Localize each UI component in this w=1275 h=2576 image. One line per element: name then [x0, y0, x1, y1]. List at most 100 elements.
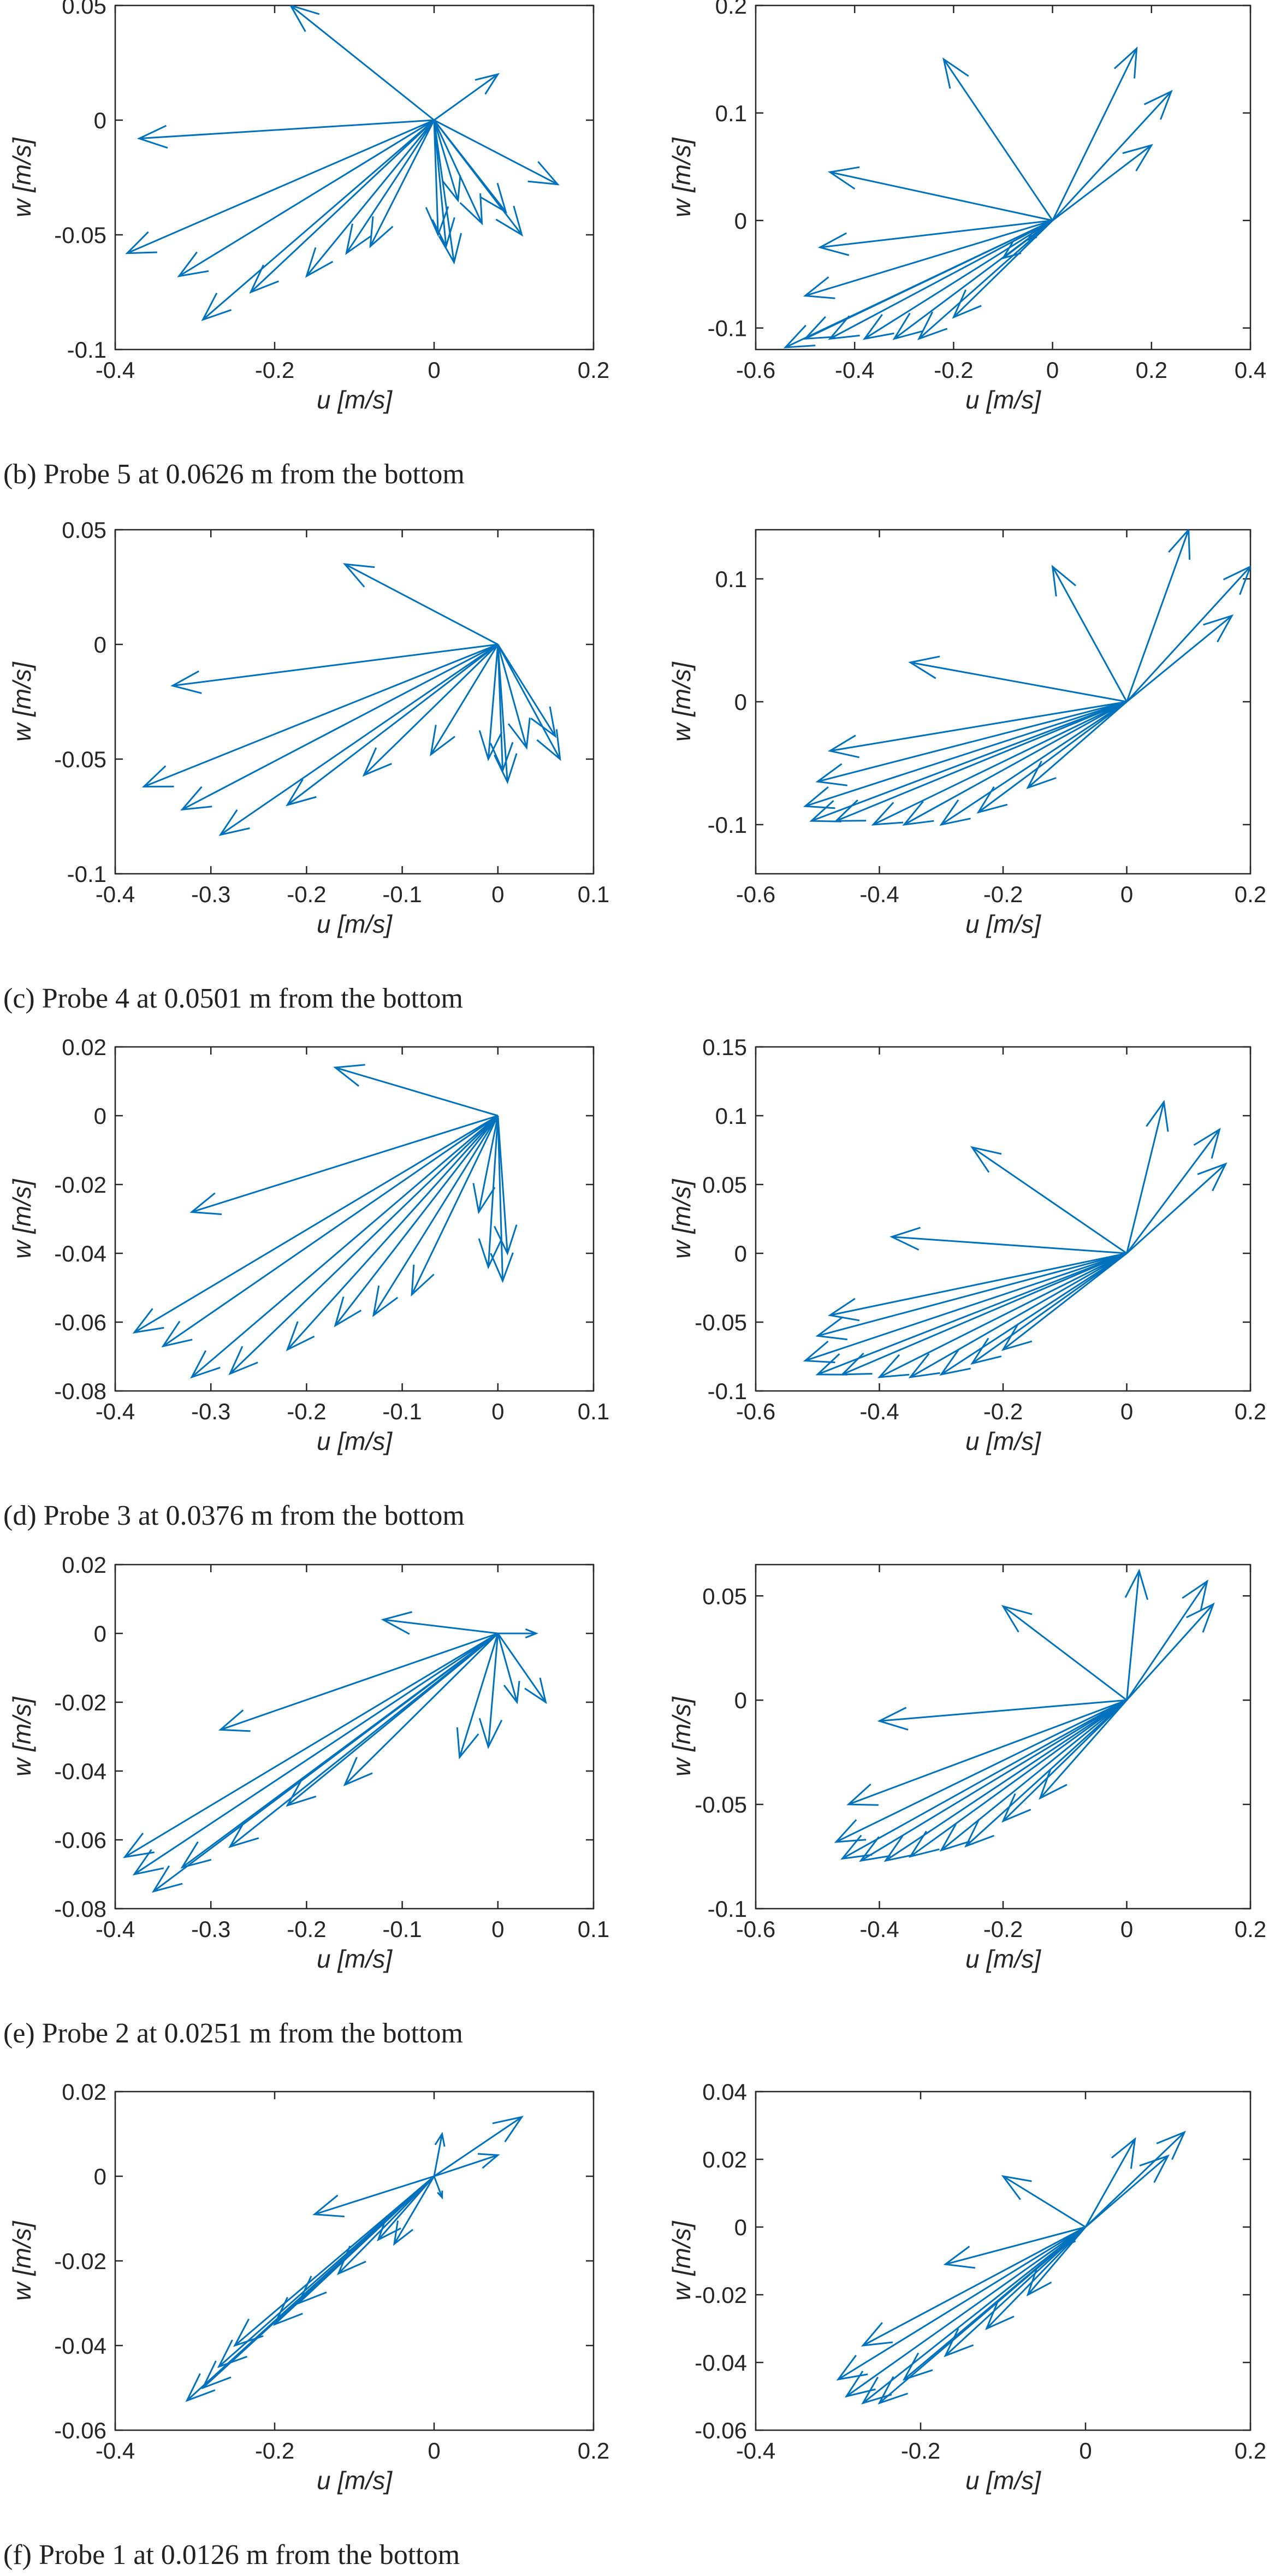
- velocity-arrow: [189, 1115, 499, 1216]
- quiver-arrows: [185, 2116, 524, 2402]
- x-tick-label: 0.2: [1235, 2438, 1266, 2464]
- y-tick-label: 0.05: [62, 517, 106, 543]
- velocity-arrow: [902, 2226, 1086, 2381]
- y-axis-label: w [m/s]: [8, 1696, 36, 1776]
- velocity-arrow: [1001, 2175, 1086, 2228]
- velocity-arrow: [497, 1628, 538, 1639]
- x-tick-label: 0: [428, 2438, 440, 2464]
- y-tick-label: 0.1: [715, 566, 747, 592]
- axes-box: [755, 1564, 1252, 1910]
- quiver-arrows: [834, 1568, 1215, 1862]
- quiver-arrows: [803, 530, 1250, 826]
- velocity-arrow: [827, 701, 1127, 759]
- x-axis-label: u [m/s]: [965, 386, 1041, 414]
- velocity-arrow: [1085, 2154, 1170, 2228]
- velocity-arrow: [497, 1633, 520, 1704]
- velocity-arrow: [377, 2176, 435, 2242]
- velocity-arrow: [433, 120, 483, 226]
- y-axis-label: w [m/s]: [8, 2220, 36, 2301]
- velocity-arrow: [217, 2175, 435, 2368]
- velocity-arrow: [815, 701, 1127, 786]
- velocity-arrow: [286, 1632, 499, 1807]
- x-tick-label: 0.2: [1235, 881, 1266, 907]
- x-tick-label: -0.3: [191, 1399, 230, 1424]
- y-tick-label: 0: [734, 689, 747, 715]
- velocity-arrow: [943, 2226, 1086, 2269]
- y-tick-label: 0.05: [702, 1172, 747, 1198]
- velocity-arrow: [430, 644, 499, 757]
- velocity-arrow: [201, 119, 435, 322]
- x-axis-label: u [m/s]: [317, 1945, 393, 1973]
- x-tick-label: 0: [1120, 1399, 1133, 1424]
- x-axis-label: u [m/s]: [965, 910, 1041, 938]
- velocity-arrow: [305, 120, 435, 278]
- y-tick-label: -0.08: [54, 1378, 106, 1404]
- y-tick-label: -0.02: [54, 2248, 106, 2274]
- velocity-arrow: [132, 1115, 499, 1334]
- velocity-arrow: [161, 1115, 499, 1348]
- x-tick-label: -0.4: [835, 357, 874, 383]
- velocity-arrow: [343, 1632, 499, 1787]
- x-tick-label: 0.4: [1235, 357, 1266, 383]
- velocity-arrow: [434, 2116, 524, 2177]
- velocity-arrow: [177, 119, 435, 277]
- x-tick-label: -0.2: [255, 2438, 294, 2464]
- x-tick-label: -0.2: [287, 1916, 326, 1942]
- y-tick-label: -0.04: [54, 2333, 106, 2359]
- velocity-arrow: [1067, 2226, 1087, 2246]
- y-tick-label: -0.05: [54, 747, 106, 772]
- y-axis-label: w [m/s]: [667, 1179, 696, 1259]
- axes-box: [114, 4, 595, 351]
- velocity-arrow: [1001, 1252, 1128, 1351]
- velocity-arrow: [803, 1252, 1127, 1364]
- y-tick-label: 0: [734, 1241, 747, 1266]
- x-tick-label: 0: [1120, 1916, 1133, 1942]
- velocity-arrow: [861, 2226, 1086, 2347]
- velocity-arrow: [312, 2175, 435, 2218]
- x-axis-label: u [m/s]: [965, 1427, 1041, 1455]
- velocity-arrow: [381, 1611, 498, 1635]
- y-axis-label: w [m/s]: [8, 1179, 36, 1259]
- y-tick-label: -0.04: [695, 2350, 747, 2376]
- x-axis-label: u [m/s]: [317, 910, 393, 938]
- velocity-arrow: [425, 120, 449, 238]
- velocity-arrow: [908, 655, 1127, 703]
- x-tick-label: -0.4: [96, 357, 135, 383]
- x-tick-label: -0.2: [934, 357, 973, 383]
- velocity-arrow: [296, 2175, 435, 2305]
- velocity-arrow: [1126, 1602, 1215, 1701]
- quiver-arrows: [125, 5, 560, 322]
- velocity-arrow: [917, 220, 1053, 340]
- x-tick-label: -0.2: [287, 881, 326, 907]
- y-axis-label: w [m/s]: [667, 1696, 696, 1776]
- velocity-arrow: [478, 644, 503, 762]
- velocity-arrow: [1126, 614, 1234, 703]
- velocity-arrow: [817, 220, 1053, 256]
- x-tick-label: 0: [1079, 2438, 1092, 2464]
- velocity-arrow: [844, 2226, 1086, 2398]
- y-tick-label: -0.1: [708, 1896, 747, 1922]
- y-tick-label: -0.04: [54, 1758, 106, 1784]
- velocity-arrow: [472, 1115, 499, 1215]
- chart-panel: -0.6 -0.4 -0.2 0 0.2 0.4 -0.1 0 0.1 0.2 u [m/s] w […: [667, 0, 1266, 414]
- velocity-arrow: [1039, 1699, 1128, 1800]
- chart-panel: -0.4 -0.2 0 0.2 -0.06 -0.04 -0.02 0 0.02 u [m/s] w…: [8, 2079, 609, 2495]
- velocity-arrow: [809, 701, 1128, 822]
- velocity-arrow: [970, 1146, 1128, 1254]
- x-tick-label: 0.2: [578, 2438, 609, 2464]
- x-tick-label: -0.4: [96, 2438, 135, 2464]
- velocity-arrow: [859, 1699, 1128, 1862]
- velocity-arrow: [286, 643, 499, 807]
- velocity-arrow: [939, 1699, 1128, 1852]
- subfigure-caption: (b) Probe 5 at 0.0626 m from the bottom: [3, 459, 465, 490]
- y-axis-label: w [m/s]: [667, 2220, 696, 2301]
- velocity-arrow: [180, 643, 499, 811]
- y-tick-label: 0: [734, 208, 747, 234]
- x-tick-label: 0.2: [1136, 357, 1167, 383]
- velocity-arrow: [286, 1115, 499, 1352]
- velocity-arrow: [846, 1699, 1128, 1806]
- axes-box: [755, 529, 1252, 875]
- velocity-arrow: [840, 1252, 1128, 1376]
- axes-box: [755, 2091, 1252, 2431]
- velocity-arrow: [840, 1699, 1128, 1860]
